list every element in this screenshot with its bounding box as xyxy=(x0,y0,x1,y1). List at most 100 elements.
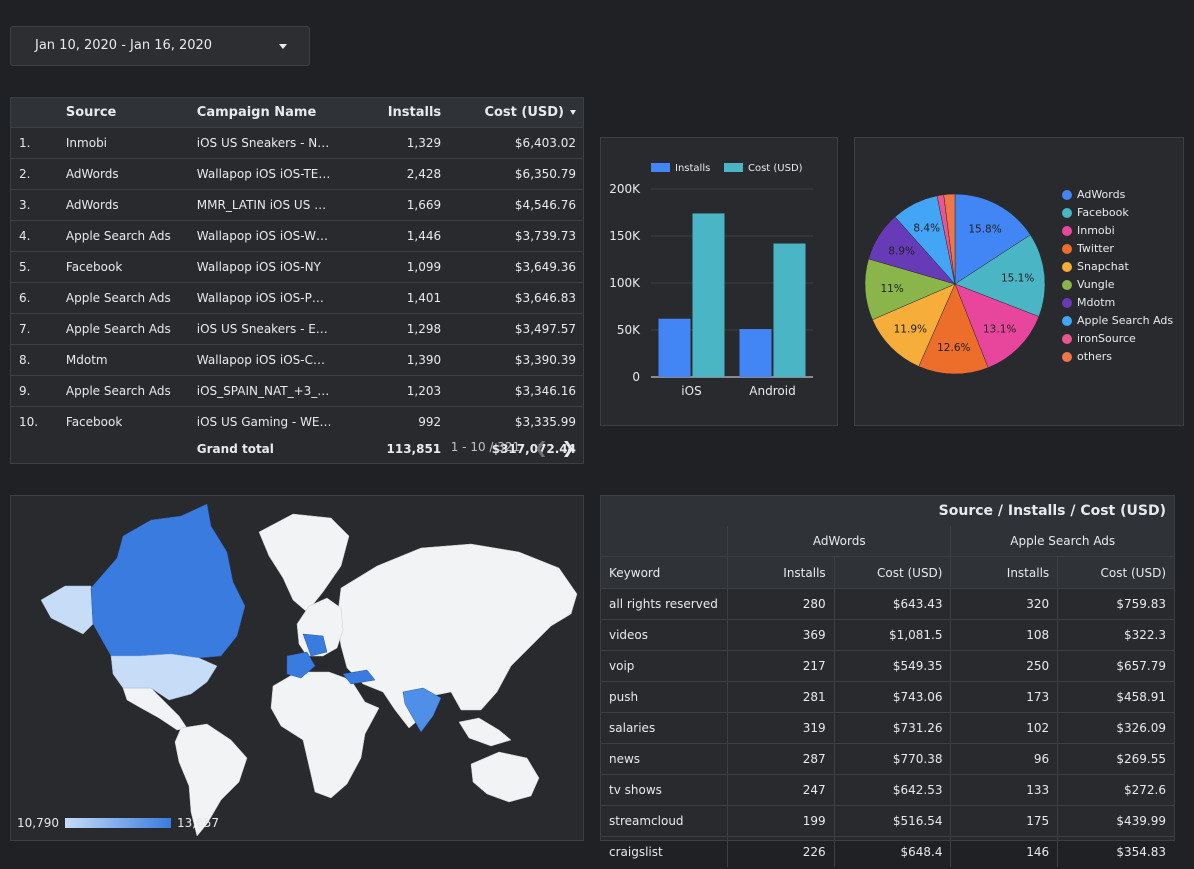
legend-item[interactable]: ironSource xyxy=(1062,332,1182,346)
pie-slice[interactable] xyxy=(943,193,956,285)
pie-slice-label: 12.6% xyxy=(937,342,970,354)
legend-item[interactable]: Snapchat xyxy=(1062,260,1182,274)
table-row[interactable]: 4. Apple Search Ads Wallapop iOS iOS-W… 1,4… xyxy=(11,220,583,252)
legend-item[interactable]: Apple Search Ads xyxy=(1062,314,1182,328)
row-cost: $3,346.16 xyxy=(442,375,583,407)
table-row[interactable]: 2. AdWords Wallapop iOS iOS-TE… 2,428 $6,350… xyxy=(11,158,583,190)
legend-item[interactable]: Twitter xyxy=(1062,242,1182,256)
table-row[interactable]: 6. Apple Search Ads Wallapop iOS iOS-P… 1,4… xyxy=(11,282,583,314)
prev-page-icon[interactable]: ❮ xyxy=(534,437,548,457)
table-row[interactable]: 9. Apple Search Ads iOS_SPAIN_NAT_+3_… 1,20… xyxy=(11,375,583,407)
pie-slice-label: 15.1% xyxy=(1001,272,1034,284)
legend-label: Inmobi xyxy=(1077,224,1115,237)
pivot-row[interactable]: streamcloud 199 $516.54 175 $439.99 xyxy=(601,805,1174,837)
pivot-row[interactable]: push 281 $743.06 173 $458.91 xyxy=(601,681,1174,713)
date-range-label: Jan 10, 2020 - Jan 16, 2020 xyxy=(35,38,213,53)
table-row[interactable]: 3. AdWords MMR_LATIN iOS US … 1,669 $4,546.7… xyxy=(11,189,583,221)
map-region-asia[interactable] xyxy=(336,543,578,729)
map-region-india[interactable] xyxy=(402,687,442,733)
adwords-cost-header[interactable]: Cost (USD) xyxy=(834,556,952,589)
y-tick-label: 50K xyxy=(617,323,641,337)
pivot-row[interactable]: all rights reserved 280 $643.43 320 $759.83 xyxy=(601,588,1174,620)
map-region-africa[interactable] xyxy=(270,671,380,799)
map-region-australia[interactable] xyxy=(470,751,540,803)
row-rank: 10. xyxy=(11,406,65,437)
pivot-row[interactable]: voip 217 $549.35 250 $657.79 xyxy=(601,650,1174,682)
x-tick-label: Android xyxy=(749,384,795,398)
pivot-row[interactable]: news 287 $770.38 96 $269.55 xyxy=(601,743,1174,775)
adwords-installs-header[interactable]: Installs xyxy=(727,556,835,589)
campaign-table: Source Campaign Name Installs Cost (USD)… xyxy=(10,97,584,464)
pie-slice[interactable] xyxy=(954,283,1040,369)
rank-header xyxy=(11,98,65,128)
pivot-keyword: craigslist xyxy=(601,836,728,867)
pivot-source-row: AdWords Apple Search Ads xyxy=(601,526,1174,557)
row-source: AdWords xyxy=(64,158,196,190)
legend-item[interactable]: Facebook xyxy=(1062,206,1182,220)
legend-item[interactable]: others xyxy=(1062,350,1182,364)
legend-label: AdWords xyxy=(1077,188,1126,201)
legend-item[interactable]: Mdotm xyxy=(1062,296,1182,310)
campaign-header[interactable]: Campaign Name xyxy=(195,98,352,128)
pie-chart: 15.8% 15.1% 13.1% 12.6% 11.9% 11% 8.9% 8.4% xyxy=(864,193,1046,375)
apple-cost: $657.79 xyxy=(1057,650,1174,682)
legend-item[interactable]: Vungle xyxy=(1062,278,1182,292)
map-region-spain[interactable] xyxy=(286,651,316,679)
pivot-row[interactable]: tv shows 247 $642.53 133 $272.6 xyxy=(601,774,1174,806)
pivot-row[interactable]: salaries 319 $731.26 102 $326.09 xyxy=(601,712,1174,744)
bar[interactable] xyxy=(658,318,691,377)
pie-slice[interactable] xyxy=(872,283,956,367)
legend-item[interactable]: AdWords xyxy=(1062,188,1182,202)
row-installs: 992 xyxy=(351,406,443,437)
pivot-source-adwords: AdWords xyxy=(727,526,952,557)
map-region-france-uk[interactable] xyxy=(302,633,328,657)
apple-cost: $458.91 xyxy=(1057,681,1174,713)
row-campaign: Wallapop iOS iOS-P… xyxy=(195,282,352,314)
apple-installs-header[interactable]: Installs xyxy=(950,556,1059,589)
table-row[interactable]: 10. Facebook iOS US Gaming - WE… 992 $3,335.… xyxy=(11,406,583,437)
pie-slice[interactable] xyxy=(954,193,1031,285)
pivot-keyword: push xyxy=(601,681,728,713)
legend-label: Mdotm xyxy=(1077,296,1116,309)
bar[interactable] xyxy=(739,329,772,377)
grand-total-label: Grand total xyxy=(196,442,274,456)
keyword-header[interactable]: Keyword xyxy=(601,556,728,589)
map-region-turkey[interactable] xyxy=(342,669,376,685)
pivot-keyword: all rights reserved xyxy=(601,588,728,620)
bar[interactable] xyxy=(773,243,806,377)
apple-cost: $322.3 xyxy=(1057,619,1174,651)
map-region-greenland[interactable] xyxy=(258,513,350,613)
bar[interactable] xyxy=(692,213,725,377)
map-region-alaska[interactable] xyxy=(40,585,94,635)
adwords-cost: $516.54 xyxy=(834,805,952,837)
cost-header[interactable]: Cost (USD) xyxy=(442,98,583,128)
row-rank: 4. xyxy=(11,220,65,252)
date-range-picker[interactable]: Jan 10, 2020 - Jan 16, 2020 xyxy=(10,26,310,66)
table-row[interactable]: 1. Inmobi iOS US Sneakers - N… 1,329 $6,403.… xyxy=(11,127,583,159)
table-row[interactable]: 8. Mdotm Wallapop iOS iOS-C… 1,390 $3,390.39 xyxy=(11,344,583,376)
pie-slice[interactable] xyxy=(918,283,989,375)
map-legend-max: 13,657 xyxy=(177,816,219,830)
row-source: Apple Search Ads xyxy=(64,313,196,345)
x-tick-label: iOS xyxy=(681,384,701,398)
table-row[interactable]: 7. Apple Search Ads iOS US Sneakers - E… 1,… xyxy=(11,313,583,345)
table-row[interactable]: 5. Facebook Wallapop iOS iOS-NY 1,099 $3,649… xyxy=(11,251,583,283)
pivot-row[interactable]: craigslist 226 $648.4 146 $354.83 xyxy=(601,836,1174,867)
installs-header[interactable]: Installs xyxy=(351,98,443,128)
map-region-south-america[interactable] xyxy=(174,723,248,837)
pivot-title: Source / Installs / Cost (USD) xyxy=(601,496,1174,526)
legend-label: Apple Search Ads xyxy=(1077,314,1174,327)
next-page-icon[interactable]: ❯ xyxy=(561,437,575,457)
apple-installs: 96 xyxy=(950,743,1059,775)
legend-label: Cost (USD) xyxy=(748,163,803,174)
pie-slice[interactable] xyxy=(954,234,1046,317)
map-region-usa[interactable] xyxy=(110,653,218,701)
pivot-row[interactable]: videos 369 $1,081.5 108 $322.3 xyxy=(601,619,1174,651)
legend-item[interactable]: Inmobi xyxy=(1062,224,1182,238)
adwords-cost: $731.26 xyxy=(834,712,952,744)
apple-cost-header[interactable]: Cost (USD) xyxy=(1057,556,1174,589)
source-header[interactable]: Source xyxy=(64,98,196,128)
row-campaign: iOS US Gaming - WE… xyxy=(195,406,352,437)
map-region-se-asia[interactable] xyxy=(458,717,512,747)
map-region-canada[interactable] xyxy=(90,503,246,659)
